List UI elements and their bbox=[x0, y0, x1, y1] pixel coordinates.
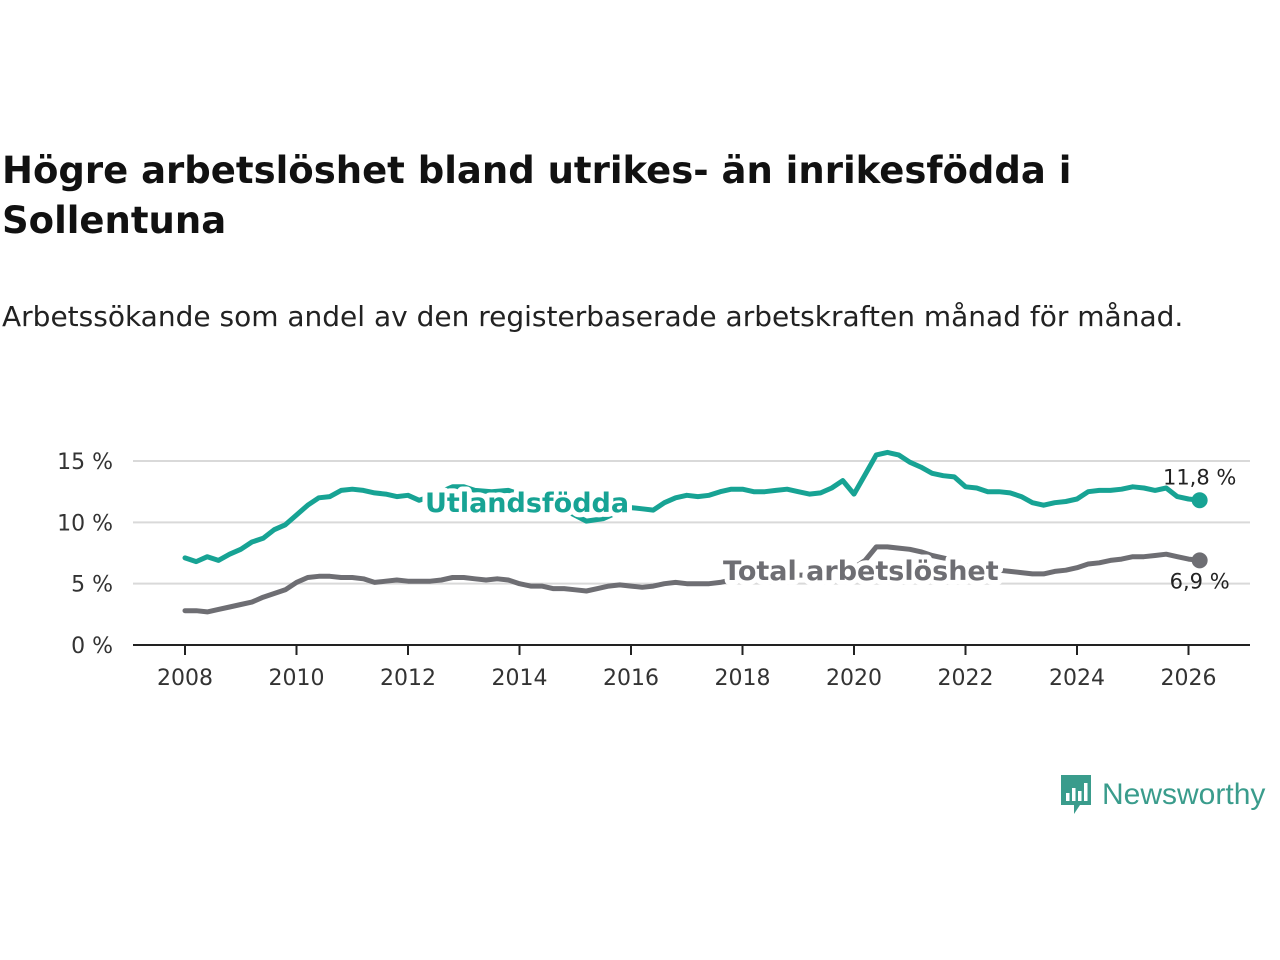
x-axis-ticks: 2008 2010 2012 2014 2016 2018 2020 2022 2024 2026 bbox=[157, 645, 1217, 691]
grid-lines bbox=[133, 460, 1250, 646]
x-tick-label: 2018 bbox=[715, 666, 771, 691]
y-axis-ticks: 0 % 5 % 10 % 15 % bbox=[57, 450, 113, 659]
y-tick-label: 15 % bbox=[57, 450, 113, 475]
x-tick-label: 2016 bbox=[603, 666, 659, 691]
x-tick-label: 2026 bbox=[1161, 666, 1217, 691]
chart-title: Högre arbetslöshet bland utrikes- än inr… bbox=[2, 149, 1072, 242]
x-tick-label: 2014 bbox=[492, 666, 548, 691]
chart-subtitle: Arbetssökande som andel av den registerb… bbox=[2, 300, 1184, 333]
x-tick-label: 2010 bbox=[269, 666, 325, 691]
y-tick-label: 0 % bbox=[71, 634, 113, 659]
y-tick-label: 10 % bbox=[57, 511, 113, 536]
series-label-halo-0: Utlandsfödda bbox=[425, 488, 629, 519]
newsworthy-logo-text: Newsworthy bbox=[1102, 778, 1266, 811]
series-end-value-1: 6,9 % bbox=[1170, 569, 1230, 593]
series-label-0: Utlandsfödda bbox=[425, 488, 629, 519]
series-label-halo-1: Total arbetslöshet bbox=[723, 556, 999, 587]
series-lines bbox=[182, 449, 1208, 615]
x-tick-label: 2008 bbox=[157, 666, 213, 691]
series-line-0 bbox=[182, 449, 1203, 565]
series-end-marker-0 bbox=[1191, 492, 1208, 509]
series-end-value-0: 11,8 % bbox=[1163, 465, 1236, 489]
x-tick-label: 2022 bbox=[938, 666, 994, 691]
series-line-1 bbox=[182, 544, 1203, 615]
line-chart: 0 %5 %10 %15 % 2008 2010 2012 2014 2016 2018 2… bbox=[57, 449, 1250, 691]
x-tick-label: 2012 bbox=[380, 666, 436, 691]
series-label-1: Total arbetslöshet bbox=[723, 556, 999, 587]
series-end-marker-1 bbox=[1191, 552, 1208, 569]
newsworthy-logo-icon bbox=[1061, 775, 1091, 814]
newsworthy-logo[interactable]: Newsworthy bbox=[1058, 772, 1265, 818]
x-tick-label: 2024 bbox=[1049, 666, 1105, 691]
x-tick-label: 2020 bbox=[826, 666, 882, 691]
y-tick-label: 5 % bbox=[71, 573, 113, 598]
